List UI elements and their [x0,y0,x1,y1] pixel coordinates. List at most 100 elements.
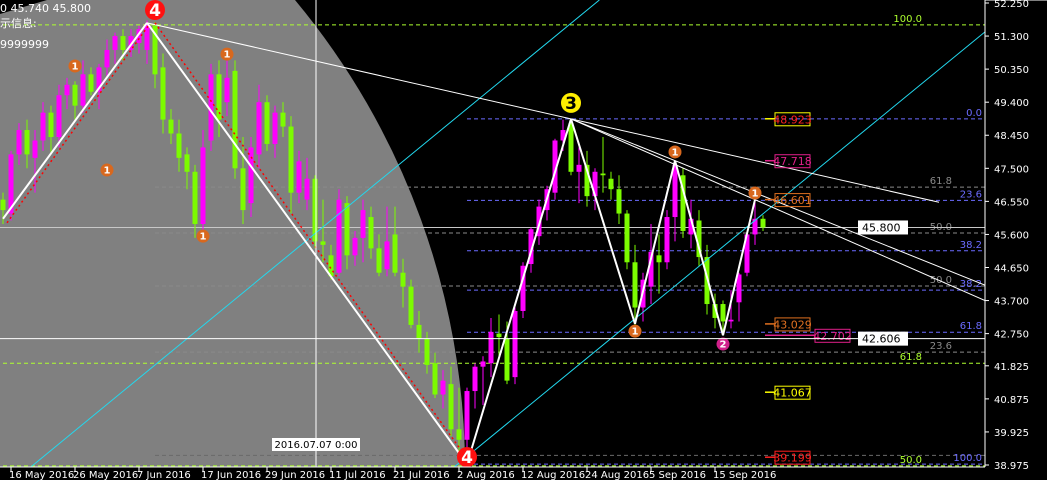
wave-marker-label: 3 [565,94,577,114]
candle-body [760,218,766,228]
candle [320,199,326,263]
wave-marker-circle [561,92,581,113]
fib-level-label: 0.0 [966,108,982,119]
info-corner-background [0,0,47,14]
candle-body [120,36,126,50]
wave-label-4-icon: 4 [145,0,165,21]
candle-body [504,338,510,381]
candle-body [728,319,734,322]
candle [456,387,462,461]
candle-body [616,189,622,214]
time-tick-label: 11 Jul 2016 [329,470,386,480]
candle-body [688,218,694,235]
price-tag-box [774,317,811,332]
zigzag-shadow-line [6,24,150,224]
price-tag-box [814,328,851,343]
candle [680,168,686,238]
candle [584,150,590,207]
price-axis[interactable]: 52.250 51.300 50.350 49.400 48.450 47.500 46.5… [985,0,1029,472]
candle [632,244,638,325]
candle-body [568,123,574,172]
candle-body [336,199,342,273]
candle-body [664,217,670,263]
candle [568,118,574,176]
candle [200,130,206,231]
crosshair-price-box [858,331,908,346]
candle-body [264,102,270,144]
wave-label-1-icon: 1 [68,59,82,73]
fib-level-label: 38.2 [960,240,982,251]
candle [416,311,422,353]
candle [56,84,62,148]
fib-level-label: 100.0 [953,453,982,464]
candle-body [392,234,398,273]
candle-body [280,112,286,127]
candle-body [232,70,238,169]
candle-body [0,199,6,211]
channel-line [30,0,600,467]
candle-body [32,140,38,158]
price-tick-label: 47.500 [994,164,1029,175]
candle [408,279,414,329]
candle [336,189,342,277]
candle [104,39,110,78]
candle [736,272,742,322]
candle-body [752,218,758,235]
time-tick-label: 12 Aug 2016 [521,470,585,480]
candle-body [360,210,366,238]
price-tag-box [774,385,811,400]
time-tick-label: 5 Sep 2016 [649,470,706,480]
crosshair-price-label: 42.606 [862,333,901,346]
price-tag: 46.601 [765,193,812,208]
candle [368,206,374,259]
wave-label-1-icon: 1 [196,229,210,243]
wave-marker-label: 1 [632,327,639,338]
candle-body [592,171,598,197]
price-tag-box [774,450,811,465]
price-tag-label: 43.029 [773,318,812,331]
candle-body [624,213,630,263]
candle [720,300,726,336]
candle-body [224,77,230,103]
price-tick-label: 41.825 [994,362,1029,373]
candle-body [464,391,470,440]
candle-body [136,29,142,44]
candle-body [424,338,430,365]
candle-body [184,154,190,172]
candle-body [608,178,614,190]
candle [192,164,198,238]
candle-body [600,173,606,176]
candle [328,244,334,280]
candle-body [24,130,30,155]
wave-marker-label: 1 [72,61,79,72]
candle-body [440,380,446,395]
wave-marker-circle [628,324,642,338]
candle [208,63,214,151]
candles [0,20,766,465]
wave-marker-circle [668,145,682,159]
zigzag-line [722,199,756,336]
candle-body [272,112,278,144]
candle-body [168,119,174,134]
zigzag-line [466,118,572,465]
candle [168,109,174,144]
fib-level-label: 61.8 [900,352,922,363]
candle [688,199,694,249]
price-tag-label: 46.601 [773,194,812,207]
candle-body [200,147,206,224]
candle-body [376,248,382,273]
fib-level-label: 61.8 [930,176,952,187]
candle-body [552,140,558,193]
candle [280,102,286,137]
candle [400,258,406,308]
crosshair-time-label: 2016.07.07 0:00 [275,440,358,451]
candle-body [520,265,526,311]
candle-body [96,67,102,92]
time-tick-label: 26 May 2016 [73,470,138,480]
candle-body [720,304,726,322]
price-tick-label: 38.975 [994,461,1029,472]
candle-body [416,324,422,339]
